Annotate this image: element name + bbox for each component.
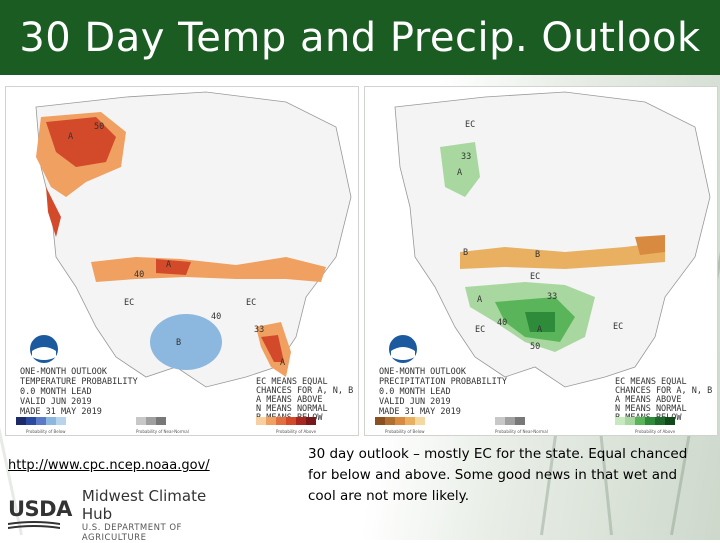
svg-text:Probability of Near-Normal: Probability of Near-Normal — [136, 429, 189, 434]
svg-text:VALID JUN 2019: VALID JUN 2019 — [20, 397, 92, 407]
svg-text:Probability of Near-Normal: Probability of Near-Normal — [495, 429, 548, 434]
svg-text:A MEANS ABOVE: A MEANS ABOVE — [256, 395, 323, 405]
usda-swoosh-icon — [8, 521, 60, 529]
svg-text:A: A — [280, 358, 285, 368]
svg-text:CHANCES FOR A, N, B: CHANCES FOR A, N, B — [256, 386, 353, 396]
svg-text:CHANCES FOR A, N, B: CHANCES FOR A, N, B — [615, 386, 712, 396]
svg-text:A: A — [457, 168, 462, 178]
svg-text:N MEANS NORMAL: N MEANS NORMAL — [256, 404, 328, 414]
cpc-link[interactable]: http://www.cpc.ncep.noaa.gov/ — [8, 458, 210, 473]
svg-text:A MEANS ABOVE: A MEANS ABOVE — [615, 395, 682, 405]
svg-text:EC MEANS EQUAL: EC MEANS EQUAL — [256, 377, 328, 387]
svg-text:A: A — [68, 132, 73, 142]
svg-text:33: 33 — [547, 292, 557, 302]
usda-logo: USDA — [8, 499, 72, 531]
svg-text:40: 40 — [497, 318, 507, 328]
svg-text:EC: EC — [465, 120, 475, 130]
svg-text:EC: EC — [530, 272, 540, 282]
department-name: U.S. DEPARTMENT OF AGRICULTURE — [81, 523, 182, 543]
svg-text:MADE 31 MAY 2019: MADE 31 MAY 2019 — [20, 407, 102, 417]
svg-text:EC: EC — [124, 298, 134, 308]
svg-text:B: B — [463, 248, 468, 258]
svg-text:40: 40 — [211, 312, 221, 322]
svg-text:PRECIPITATION PROBABILITY: PRECIPITATION PROBABILITY — [379, 377, 507, 387]
svg-text:A: A — [537, 325, 542, 335]
svg-text:Probability of Above: Probability of Above — [635, 429, 676, 434]
svg-text:A: A — [166, 260, 171, 270]
svg-text:ONE-MONTH OUTLOOK: ONE-MONTH OUTLOOK — [20, 367, 108, 377]
hub-name: Midwest Climate Hub — [81, 487, 207, 523]
svg-text:B: B — [535, 250, 540, 260]
temp-legend: Probability of Below Probability of Near… — [16, 417, 317, 434]
svg-text:0.0 MONTH LEAD: 0.0 MONTH LEAD — [379, 387, 451, 397]
svg-text:50: 50 — [94, 122, 104, 132]
svg-text:0.0 MONTH LEAD: 0.0 MONTH LEAD — [20, 387, 92, 397]
svg-text:B: B — [176, 338, 181, 348]
svg-text:TEMPERATURE PROBABILITY: TEMPERATURE PROBABILITY — [20, 377, 138, 387]
midwest-climate-hub-logo: USDA Midwest Climate Hub U.S. DEPARTMENT… — [8, 487, 208, 543]
svg-text:A: A — [477, 295, 482, 305]
svg-text:40: 40 — [134, 270, 144, 280]
svg-text:EC: EC — [475, 325, 485, 335]
svg-text:Probability of Above: Probability of Above — [276, 429, 317, 434]
svg-text:Probability of Below: Probability of Below — [385, 429, 425, 434]
title-bar: 30 Day Temp and Precip. Outlook — [0, 0, 720, 75]
slide-title: 30 Day Temp and Precip. Outlook — [19, 14, 701, 61]
outlook-description: 30 day outlook – mostly EC for the state… — [308, 446, 688, 504]
temperature-outlook-map: A 50 A 40 EC EC B 40 33 A ONE-MONTH OUTL… — [5, 86, 359, 436]
svg-text:EC MEANS EQUAL: EC MEANS EQUAL — [615, 377, 687, 387]
svg-text:EC: EC — [613, 322, 623, 332]
svg-text:Probability of Below: Probability of Below — [26, 429, 66, 434]
usda-text: USDA — [8, 497, 72, 521]
precipitation-outlook-map: EC 33 A B B EC A 33 EC A 40 50 EC ONE-MO… — [364, 86, 718, 436]
precip-legend: Probability of Below Probability of Near… — [375, 417, 676, 434]
svg-text:MADE 31 MAY 2019: MADE 31 MAY 2019 — [379, 407, 461, 417]
svg-text:ONE-MONTH OUTLOOK: ONE-MONTH OUTLOOK — [379, 367, 467, 377]
svg-text:VALID JUN 2019: VALID JUN 2019 — [379, 397, 451, 407]
svg-text:33: 33 — [254, 325, 264, 335]
svg-text:N MEANS NORMAL: N MEANS NORMAL — [615, 404, 687, 414]
svg-text:33: 33 — [461, 152, 471, 162]
svg-text:50: 50 — [530, 342, 540, 352]
svg-text:EC: EC — [246, 298, 256, 308]
